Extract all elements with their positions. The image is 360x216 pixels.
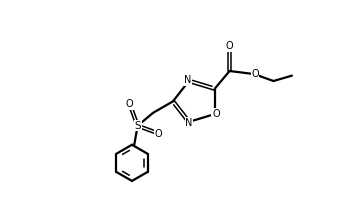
Text: O: O xyxy=(155,129,162,140)
Text: S: S xyxy=(134,121,141,131)
Text: N: N xyxy=(185,118,193,128)
Text: O: O xyxy=(226,41,233,51)
Text: O: O xyxy=(212,109,220,119)
Text: O: O xyxy=(126,99,133,109)
Text: O: O xyxy=(251,69,259,79)
Text: N: N xyxy=(184,75,192,85)
